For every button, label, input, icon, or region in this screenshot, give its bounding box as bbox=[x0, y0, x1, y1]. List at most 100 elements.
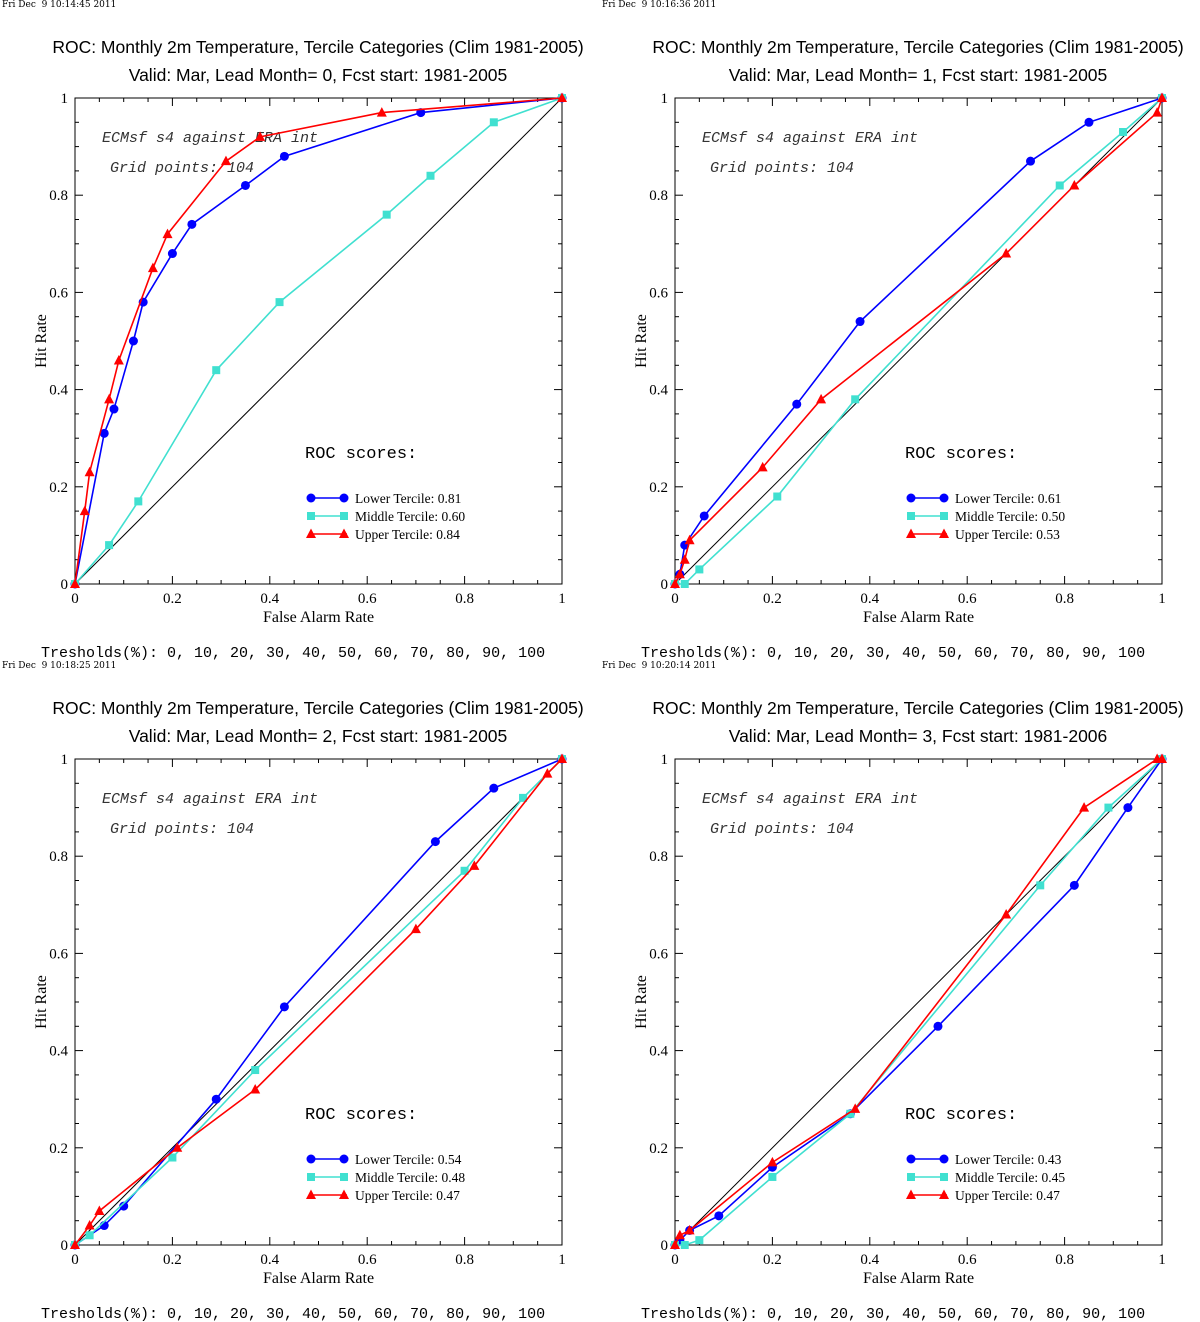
y-tick-label: 0.4 bbox=[49, 1044, 68, 1060]
data-point-middle bbox=[251, 1066, 260, 1075]
x-axis-label: False Alarm Rate bbox=[263, 609, 374, 626]
chart-title: ROC: Monthly 2m Temperature, Tercile Cat… bbox=[52, 37, 583, 57]
data-point-upper bbox=[84, 466, 95, 477]
data-point-middle bbox=[275, 298, 284, 307]
data-point-lower bbox=[699, 511, 709, 521]
chart-title: ROC: Monthly 2m Temperature, Tercile Cat… bbox=[652, 698, 1183, 718]
y-tick-label: 0.8 bbox=[649, 849, 668, 865]
x-tick-label: 0.2 bbox=[163, 591, 182, 607]
roc-chart-svg: ROC: Monthly 2m Temperature, Tercile Cat… bbox=[33, 37, 584, 662]
timestamp: Fri Dec 9 10:16:36 2011 bbox=[602, 0, 717, 10]
legend-marker-middle bbox=[940, 512, 948, 520]
data-point-middle bbox=[1055, 181, 1064, 190]
timestamp: Fri Dec 9 10:18:25 2011 bbox=[2, 661, 117, 671]
legend-label-lower: Lower Tercile: 0.54 bbox=[355, 1152, 462, 1167]
x-tick-label: 0 bbox=[671, 1252, 679, 1268]
data-point-upper bbox=[557, 753, 567, 763]
x-tick-label: 0.6 bbox=[958, 1252, 977, 1268]
data-point-upper bbox=[670, 1239, 680, 1249]
data-point-upper bbox=[250, 1083, 261, 1094]
data-point-middle bbox=[846, 1109, 855, 1118]
data-point-upper bbox=[684, 534, 695, 545]
data-point-middle bbox=[382, 210, 391, 219]
y-tick-label: 1 bbox=[661, 752, 669, 768]
x-tick-label: 0.6 bbox=[358, 1252, 377, 1268]
legend-marker-lower bbox=[939, 1154, 949, 1164]
x-tick-label: 0.2 bbox=[763, 1252, 782, 1268]
y-axis-label: Hit Rate bbox=[33, 314, 50, 368]
legend-label-upper: Upper Tercile: 0.53 bbox=[955, 527, 1060, 542]
x-tick-label: 0 bbox=[671, 591, 679, 607]
x-tick-label: 0.4 bbox=[860, 1252, 879, 1268]
thresholds-label: Tresholds(%): 0, 10, 20, 30, 40, 50, 60,… bbox=[641, 1306, 1145, 1322]
legend-label-lower: Lower Tercile: 0.61 bbox=[955, 491, 1061, 506]
data-point-upper bbox=[255, 131, 266, 141]
data-point-middle bbox=[851, 395, 860, 404]
y-tick-label: 0 bbox=[61, 1238, 69, 1254]
annotation-gridpoints: Grid points: 104 bbox=[710, 821, 854, 838]
data-point-upper bbox=[147, 262, 158, 273]
data-point-middle bbox=[1104, 803, 1113, 812]
y-tick-label: 0 bbox=[61, 577, 69, 593]
x-tick-label: 0.8 bbox=[1055, 1252, 1074, 1268]
data-point-upper bbox=[410, 923, 421, 934]
y-tick-label: 0.2 bbox=[649, 480, 668, 496]
data-point-lower bbox=[1026, 156, 1036, 166]
data-point-upper bbox=[1001, 909, 1012, 919]
data-point-upper bbox=[1079, 802, 1090, 812]
data-point-middle bbox=[695, 565, 704, 574]
annotation-gridpoints: Grid points: 104 bbox=[110, 160, 254, 177]
x-axis-label: False Alarm Rate bbox=[863, 1270, 974, 1287]
roc-scores-label: ROC scores: bbox=[305, 445, 417, 464]
data-point-middle bbox=[519, 793, 528, 802]
legend-marker-middle bbox=[907, 512, 915, 520]
annotation-model: ECMsf s4 against ERA int bbox=[702, 130, 918, 147]
data-point-upper bbox=[70, 1239, 80, 1249]
data-point-upper bbox=[469, 860, 480, 870]
data-point-middle bbox=[773, 492, 782, 501]
legend-label-middle: Middle Tercile: 0.45 bbox=[955, 1170, 1065, 1185]
legend-marker-middle bbox=[340, 1173, 348, 1181]
data-point-lower bbox=[1084, 117, 1094, 127]
data-point-upper bbox=[674, 568, 685, 579]
data-point-upper bbox=[684, 1224, 695, 1235]
y-axis-label: Hit Rate bbox=[633, 975, 650, 1029]
data-point-upper bbox=[767, 1156, 778, 1167]
data-point-lower bbox=[167, 249, 177, 259]
legend-marker-upper bbox=[939, 1189, 949, 1199]
y-axis-label: Hit Rate bbox=[633, 314, 650, 368]
legend-label-upper: Upper Tercile: 0.84 bbox=[355, 527, 460, 542]
data-point-middle bbox=[680, 580, 689, 588]
data-point-upper bbox=[850, 1103, 861, 1113]
data-point-upper bbox=[376, 107, 387, 117]
data-point-lower bbox=[1069, 880, 1079, 890]
y-tick-label: 0.2 bbox=[649, 1141, 668, 1157]
data-point-upper bbox=[1001, 248, 1012, 258]
data-point-upper bbox=[94, 1205, 105, 1215]
legend-marker-middle bbox=[307, 512, 315, 520]
legend-marker-lower bbox=[906, 493, 916, 503]
timestamp: Fri Dec 9 10:20:14 2011 bbox=[602, 661, 717, 671]
legend-label-upper: Upper Tercile: 0.47 bbox=[955, 1188, 1060, 1203]
y-tick-label: 0.6 bbox=[49, 946, 68, 962]
roc-scores-label: ROC scores: bbox=[905, 445, 1017, 464]
y-tick-label: 1 bbox=[61, 91, 69, 107]
timestamp: Fri Dec 9 10:14:45 2011 bbox=[2, 0, 117, 10]
data-point-middle bbox=[212, 366, 221, 375]
data-point-upper bbox=[162, 228, 173, 239]
data-point-lower bbox=[855, 317, 865, 327]
roc-scores-label: ROC scores: bbox=[305, 1106, 417, 1125]
legend-marker-lower bbox=[939, 493, 949, 503]
data-point-middle bbox=[85, 1231, 94, 1240]
x-tick-label: 0 bbox=[71, 591, 79, 607]
x-tick-label: 1 bbox=[1158, 1252, 1166, 1268]
legend-label-lower: Lower Tercile: 0.43 bbox=[955, 1152, 1062, 1167]
legend-marker-upper bbox=[939, 528, 949, 538]
legend-marker-lower bbox=[339, 493, 349, 503]
data-point-upper bbox=[542, 768, 553, 778]
y-tick-label: 0.4 bbox=[649, 1044, 668, 1060]
data-point-middle bbox=[460, 866, 469, 875]
x-tick-label: 0.6 bbox=[958, 591, 977, 607]
roc-panel-1: Fri Dec 9 10:14:45 2011 ROC: Monthly 2m T… bbox=[0, 0, 600, 662]
annotation-model: ECMsf s4 against ERA int bbox=[102, 130, 318, 147]
